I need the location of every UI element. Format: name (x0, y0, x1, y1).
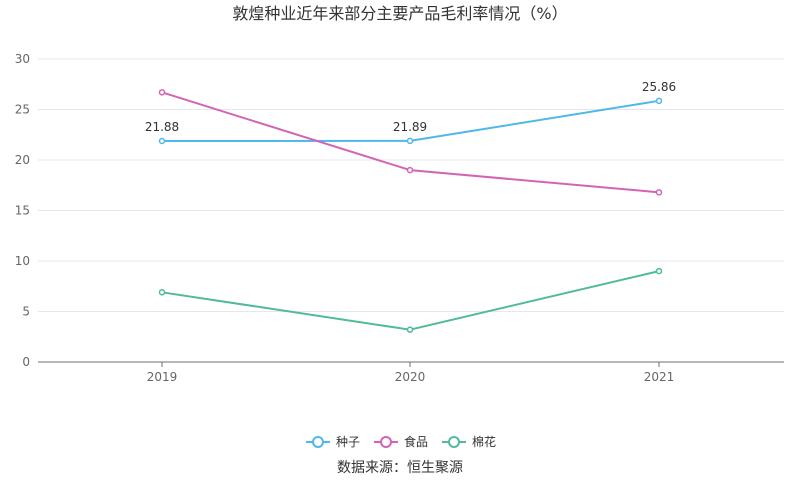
y-tick-label: 30 (15, 52, 30, 66)
data-point (158, 137, 166, 145)
data-labels: 21.88 21.89 25.86 (145, 80, 676, 134)
legend-marker (312, 436, 324, 448)
x-tick-label: 2020 (395, 370, 426, 384)
x-axis: 2019 2020 2021 (38, 361, 784, 384)
data-point (406, 326, 414, 333)
data-label: 21.88 (145, 120, 179, 134)
y-tick-label: 25 (15, 103, 30, 117)
chart-title: 敦煌种业近年来部分主要产品毛利率情况（%） (232, 4, 567, 23)
data-point (158, 89, 166, 96)
legend-marker (448, 436, 460, 448)
legend-label: 种子 (336, 435, 360, 449)
y-axis: 0 5 10 15 20 25 30 (15, 52, 30, 369)
x-tick-label: 2019 (147, 370, 178, 384)
data-point (158, 289, 166, 296)
data-point (655, 97, 663, 105)
data-point (655, 189, 663, 196)
y-tick-label: 20 (15, 153, 30, 167)
legend-item[interactable]: 棉花 (442, 434, 496, 449)
y-tick-label: 5 (22, 305, 30, 319)
y-tick-label: 15 (15, 204, 30, 218)
source-note: 数据来源：恒生聚源 (337, 460, 463, 476)
data-label: 21.89 (393, 120, 427, 134)
legend-label: 食品 (404, 434, 428, 449)
series-line (161, 270, 660, 331)
data-label: 25.86 (642, 80, 676, 94)
legend-item[interactable]: 种子 (306, 435, 360, 449)
data-point (406, 137, 414, 145)
series-layer (158, 89, 663, 333)
data-point (655, 267, 663, 275)
y-tick-label: 10 (15, 254, 30, 268)
y-tick-label: 0 (22, 355, 30, 369)
x-tick-label: 2021 (644, 370, 675, 384)
legend-label: 棉花 (472, 434, 496, 449)
legend[interactable]: 种子 食品 棉花 (306, 434, 496, 449)
grid-lines (38, 58, 784, 312)
data-point (406, 166, 414, 174)
legend-item[interactable]: 食品 (374, 434, 428, 449)
legend-marker (380, 436, 392, 448)
